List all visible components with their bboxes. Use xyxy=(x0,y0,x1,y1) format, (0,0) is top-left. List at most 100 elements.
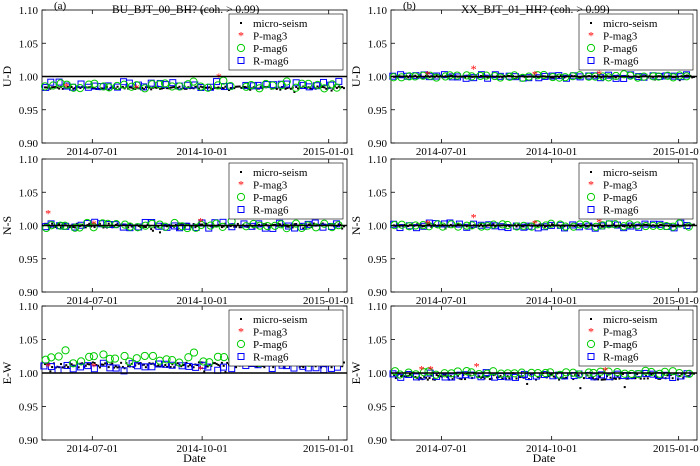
point-micro-seism xyxy=(194,85,197,88)
point-micro-seism xyxy=(169,226,172,229)
legend-marker-micro-seism xyxy=(240,318,242,320)
point-micro-seism xyxy=(189,363,192,366)
legend-label: P-mag6 xyxy=(253,43,288,55)
point-micro-seism xyxy=(91,361,94,364)
point-micro-seism xyxy=(419,376,422,379)
point-P-mag3: * xyxy=(602,363,608,377)
point-P-mag6 xyxy=(619,222,628,231)
point-P-mag6 xyxy=(291,83,300,92)
point-micro-seism xyxy=(185,222,188,225)
point-micro-seism xyxy=(88,86,91,89)
point-micro-seism xyxy=(632,376,635,379)
legend-marker-P-mag3: * xyxy=(238,325,244,339)
legend-label: micro-seism xyxy=(603,167,658,179)
point-micro-seism xyxy=(341,227,344,230)
point-micro-seism xyxy=(159,87,162,90)
point-R-mag6 xyxy=(240,220,248,228)
point-micro-seism xyxy=(609,376,612,379)
point-P-mag6 xyxy=(54,352,63,361)
point-micro-seism xyxy=(680,372,683,375)
point-micro-seism xyxy=(72,225,75,228)
point-micro-seism xyxy=(116,366,119,369)
point-micro-seism xyxy=(190,225,193,228)
point-micro-seism xyxy=(623,225,626,228)
point-P-mag6 xyxy=(56,79,65,88)
point-micro-seism xyxy=(342,225,345,228)
point-micro-seism xyxy=(199,223,202,226)
point-micro-seism xyxy=(598,375,601,378)
point-P-mag6 xyxy=(291,219,301,228)
y-tick-label: 0.90 xyxy=(19,435,39,447)
point-micro-seism xyxy=(51,86,54,89)
point-micro-seism xyxy=(61,366,64,369)
point-R-mag6 xyxy=(99,359,107,367)
point-micro-seism xyxy=(222,225,225,228)
series-P-mag3: * * * * xyxy=(425,62,602,81)
point-P-mag6 xyxy=(203,83,213,92)
point-micro-seism xyxy=(227,89,230,92)
point-P-mag6 xyxy=(311,223,321,232)
point-micro-seism xyxy=(215,362,218,365)
point-micro-seism xyxy=(504,377,507,380)
point-micro-seism xyxy=(481,376,484,379)
legend-label: P-mag3 xyxy=(603,180,638,192)
y-tick-label: 0.90 xyxy=(368,138,388,150)
point-R-mag6 xyxy=(69,365,77,373)
point-micro-seism xyxy=(222,87,225,90)
point-P-mag6 xyxy=(40,82,50,91)
point-micro-seism xyxy=(77,366,80,369)
y-tick-label: 1.05 xyxy=(19,38,39,50)
point-micro-seism xyxy=(44,363,47,366)
point-micro-seism xyxy=(143,88,146,91)
point-P-mag6 xyxy=(75,223,84,232)
chart-panel-6: 0.90 0.95 1.00 1.05 1.10 2014-07-01 2014-10-01… xyxy=(349,301,700,465)
y-tick-label: 0.95 xyxy=(368,402,388,414)
point-P-mag6 xyxy=(120,351,129,361)
legend-label: micro-seism xyxy=(603,314,658,326)
point-P-mag6 xyxy=(395,370,405,379)
point-R-mag6 xyxy=(192,363,200,371)
point-R-mag6 xyxy=(133,362,141,370)
point-micro-seism xyxy=(449,375,452,378)
point-micro-seism xyxy=(550,373,553,376)
point-R-mag6 xyxy=(590,373,598,381)
point-P-mag6 xyxy=(389,73,398,82)
point-micro-seism xyxy=(107,88,110,91)
legend-label: R-mag6 xyxy=(253,56,289,68)
point-micro-seism xyxy=(305,86,308,89)
point-P-mag6 xyxy=(199,357,208,366)
point-P-mag3: * xyxy=(596,67,602,81)
point-micro-seism xyxy=(517,223,520,226)
point-micro-seism xyxy=(204,86,207,89)
point-P-mag6 xyxy=(660,367,669,376)
point-P-mag6 xyxy=(575,220,585,229)
point-micro-seism xyxy=(616,225,619,228)
point-P-mag6 xyxy=(178,222,187,231)
point-micro-seism xyxy=(604,378,607,381)
y-tick-label: 1.10 xyxy=(19,5,39,17)
point-micro-seism xyxy=(56,86,59,89)
point-micro-seism xyxy=(74,226,77,229)
legend-label: R-mag6 xyxy=(253,205,289,217)
point-P-mag6 xyxy=(90,79,99,88)
point-micro-seism xyxy=(302,85,305,88)
point-P-mag6 xyxy=(539,70,548,80)
point-P-mag3: * xyxy=(425,68,431,82)
point-micro-seism xyxy=(428,377,431,380)
point-micro-seism xyxy=(597,378,600,381)
point-micro-seism xyxy=(414,375,417,378)
point-micro-seism xyxy=(288,225,291,228)
panel-label: (b) xyxy=(403,0,416,12)
point-micro-seism xyxy=(199,85,202,88)
legend-marker-R-mag6 xyxy=(587,57,595,64)
x-tick-label: 2014-07-01 xyxy=(416,146,467,158)
point-micro-seism xyxy=(98,222,101,225)
point-micro-seism xyxy=(671,377,674,380)
point-R-mag6 xyxy=(455,220,463,228)
point-micro-seism xyxy=(166,225,169,228)
point-P-mag3: * xyxy=(596,215,602,229)
chart-title: BU_BJT_00_BH? (coh. > 0.99) xyxy=(112,4,260,16)
point-P-mag6 xyxy=(462,366,471,376)
point-P-mag6 xyxy=(575,370,584,379)
